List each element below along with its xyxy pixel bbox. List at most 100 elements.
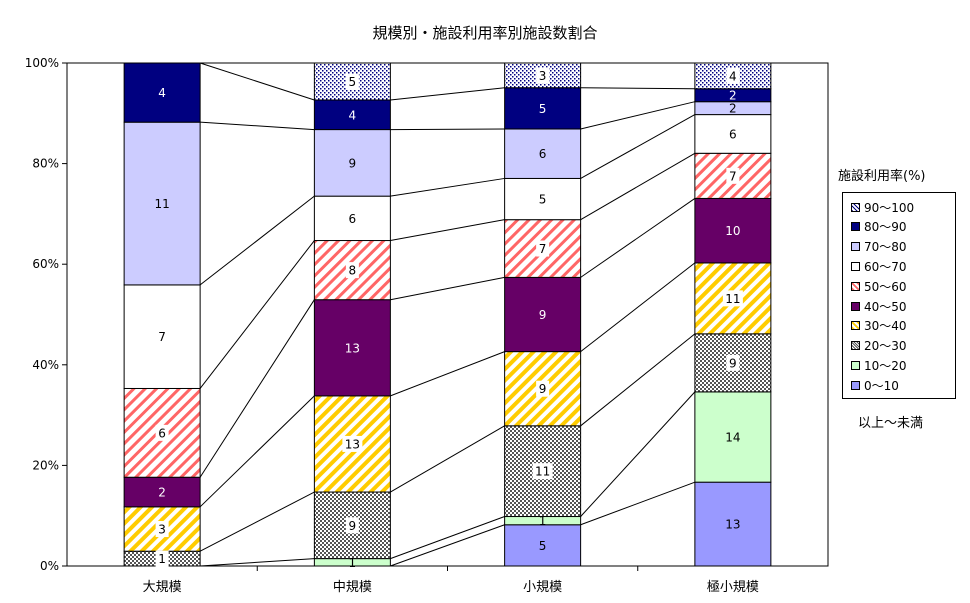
series-connector — [199, 240, 315, 389]
legend-swatch — [851, 261, 860, 271]
bar-segment — [313, 99, 391, 131]
y-tick-label: 0% — [40, 559, 59, 573]
bar-segment — [313, 195, 391, 242]
series-connector — [200, 558, 315, 567]
legend-swatch — [851, 301, 860, 311]
bar-segment — [313, 129, 391, 197]
data-label-bg — [536, 380, 550, 397]
data-label: 13 — [345, 341, 360, 355]
legend: 90～100 80～90 70～80 60～70 50～60 40～50 30～40 20～3… — [842, 192, 956, 399]
legend-item: 70～80 — [851, 239, 907, 255]
data-label-bg — [722, 290, 743, 307]
legend-item: 80～90 — [851, 219, 907, 235]
data-label-bg — [726, 354, 740, 371]
bar-segment — [123, 62, 201, 123]
data-label: 4 — [158, 86, 166, 100]
x-tick-label: 中規模 — [333, 580, 372, 595]
legend-label: 90～100 — [864, 200, 915, 215]
data-label: 9 — [349, 519, 357, 533]
legend-label: 20～30 — [864, 339, 907, 354]
data-label: 1 — [349, 556, 357, 570]
legend-item: 0～10 — [851, 377, 899, 393]
data-label: 5 — [539, 102, 547, 116]
data-label-bg — [155, 550, 169, 567]
legend-title: 施設利用率(%) — [838, 169, 926, 184]
legend-label: 80～90 — [864, 220, 907, 235]
series-connector — [580, 87, 695, 90]
data-label: 3 — [539, 69, 547, 83]
chart-title: 規模別・施設利用率別施設数割合 — [372, 24, 598, 42]
data-label-bg — [726, 67, 740, 84]
series-connector — [200, 121, 315, 131]
data-label: 10 — [725, 224, 740, 238]
data-label: 7 — [539, 242, 547, 256]
bar-segment — [694, 391, 772, 483]
data-label: 6 — [539, 147, 547, 161]
bar-segment — [504, 276, 582, 353]
legend-label: 10～20 — [864, 358, 907, 373]
legend-note: 以上～未満 — [858, 416, 924, 431]
y-tick-label: 20% — [32, 458, 59, 472]
legend-item: 60～70 — [851, 258, 907, 274]
data-label-bg — [345, 262, 359, 279]
data-label-bg — [536, 67, 550, 84]
x-tick-label: 小規模 — [523, 580, 562, 595]
legend-swatch — [851, 380, 860, 390]
series-connector — [199, 299, 315, 478]
series-connector — [580, 114, 696, 179]
series-connector — [390, 219, 505, 242]
series-connector — [580, 391, 696, 517]
legend-item: 90～100 — [851, 199, 914, 215]
data-label-bg — [726, 167, 740, 184]
series-connector — [390, 524, 505, 567]
bar-segment — [504, 177, 582, 221]
data-label-bg — [345, 73, 359, 90]
series-connector — [199, 195, 315, 286]
bar-segment — [504, 87, 582, 130]
series-connector — [199, 62, 315, 101]
legend-swatch — [851, 222, 860, 232]
legend-label: 50～60 — [864, 279, 907, 294]
data-label-bg — [342, 435, 363, 452]
data-label: 1 — [158, 552, 166, 566]
data-label: 9 — [729, 356, 737, 370]
x-tick-label: 大規模 — [143, 580, 182, 595]
series-connector — [390, 516, 505, 560]
x-tick-label: 極小規模 — [707, 579, 759, 595]
legend-item: 20～30 — [851, 338, 907, 354]
data-label: 11 — [154, 197, 169, 211]
legend-item: 40～50 — [851, 298, 907, 314]
legend-label: 40～50 — [864, 299, 907, 314]
data-label: 7 — [158, 330, 166, 344]
series-connector — [580, 262, 696, 353]
data-label-bg — [155, 424, 169, 441]
data-label: 4 — [729, 69, 737, 83]
series-connector — [390, 276, 505, 301]
series-connector — [199, 395, 315, 508]
series-connector — [390, 177, 505, 197]
data-label: 5 — [539, 539, 547, 553]
bar-segment — [123, 121, 201, 286]
data-label: 13 — [345, 437, 360, 451]
bar-segment — [504, 425, 582, 518]
series-connector — [580, 101, 695, 130]
series-connector — [390, 425, 505, 493]
legend-swatch — [851, 202, 860, 212]
series-connector — [580, 481, 696, 526]
data-label: 5 — [349, 75, 357, 89]
data-label: 11 — [535, 465, 550, 479]
data-label: 9 — [539, 308, 547, 322]
series-connector — [580, 333, 696, 427]
data-label: 6 — [158, 426, 166, 440]
data-label: 7 — [729, 169, 737, 183]
data-label: 2 — [729, 102, 737, 116]
series-connector — [199, 491, 315, 552]
data-label: 6 — [729, 127, 737, 141]
legend-swatch — [851, 281, 860, 291]
data-label: 5 — [539, 193, 547, 207]
legend-swatch — [851, 242, 860, 252]
y-tick-label: 60% — [32, 257, 59, 271]
data-label-bg — [536, 240, 550, 257]
data-label: 1 — [539, 514, 547, 528]
bar-segment — [694, 481, 772, 567]
